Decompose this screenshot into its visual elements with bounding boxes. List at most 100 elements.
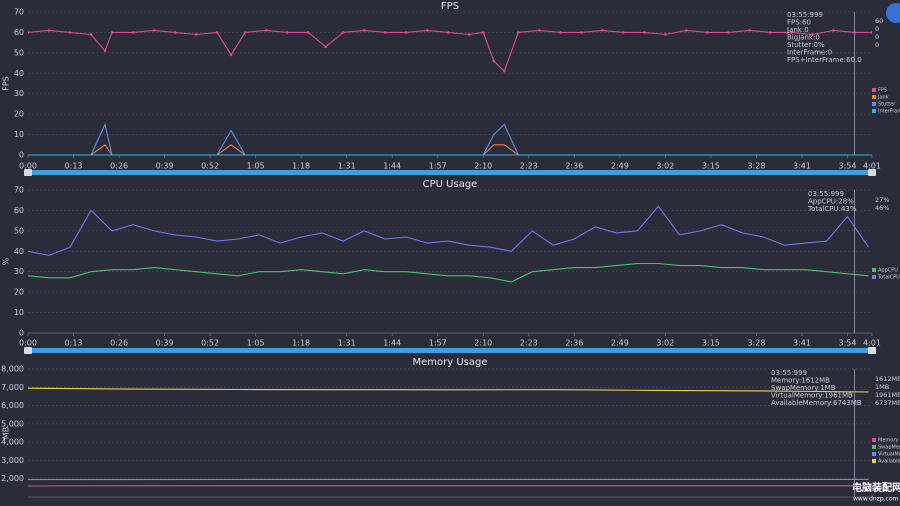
point xyxy=(769,31,772,34)
slider-handle[interactable] xyxy=(24,169,32,176)
plot xyxy=(28,29,872,156)
x-tick-label: 0:13 xyxy=(65,339,83,348)
point xyxy=(538,29,541,32)
legend-swatch xyxy=(872,109,876,113)
series-line xyxy=(28,262,869,283)
slider-track[interactable] xyxy=(28,170,872,175)
x-tick-label: 2:23 xyxy=(520,339,538,348)
tooltip-text: FPS+InterFrame:60.0 xyxy=(787,56,862,64)
readout-value: 27% xyxy=(875,196,889,204)
slider-handle[interactable] xyxy=(868,347,876,354)
corner-button[interactable] xyxy=(886,3,900,23)
point xyxy=(832,29,835,32)
x-tick-label: 3:54 xyxy=(839,339,857,348)
x-tick-label: 2:10 xyxy=(474,162,492,171)
readout-value: 1961MB xyxy=(875,391,900,399)
point xyxy=(811,33,814,36)
x-tick-label: 2:49 xyxy=(611,162,629,171)
readout-value: 0 xyxy=(875,33,879,41)
y-tick-label: 2,000 xyxy=(1,474,24,483)
y-tick-label: 10 xyxy=(14,130,24,139)
point xyxy=(516,31,520,34)
tooltip-text: AvailableMemory:6743MB xyxy=(771,399,862,407)
point xyxy=(601,29,604,32)
y-tick-label: 5,000 xyxy=(1,419,24,428)
watermark: 电脑装配网 xyxy=(852,481,900,494)
point xyxy=(502,69,506,73)
point xyxy=(748,29,751,32)
y-tick-label: 7,000 xyxy=(1,383,24,392)
slider-1[interactable] xyxy=(24,169,876,176)
point xyxy=(264,29,268,32)
point xyxy=(89,33,93,36)
chart-title: Memory Usage xyxy=(412,357,487,368)
readout-value: 1612MB xyxy=(875,375,900,383)
legend-swatch xyxy=(872,438,876,442)
y-tick-label: 6,000 xyxy=(1,401,24,410)
point xyxy=(215,31,219,34)
point xyxy=(706,31,709,34)
slider-track[interactable] xyxy=(28,348,872,353)
point xyxy=(467,33,471,36)
y-tick-label: 20 xyxy=(14,110,24,119)
y-tick-label: 20 xyxy=(14,288,24,297)
x-tick-label: 1:18 xyxy=(292,339,310,348)
y-tick-label: 3,000 xyxy=(1,456,24,465)
tooltip-text: 03:55:999 xyxy=(787,11,823,19)
point xyxy=(481,31,485,34)
y-axis-title: % xyxy=(2,257,11,265)
tooltip-text: SwapMemory:1MB xyxy=(771,384,836,392)
point xyxy=(229,53,233,57)
point xyxy=(47,29,51,32)
slider-handle[interactable] xyxy=(868,169,876,176)
x-tick-label: 3:02 xyxy=(656,339,674,348)
x-tick-label: 4:01 xyxy=(863,162,881,171)
chart: Memory Usage MB 2,000 3,000 4,000 5,000 6,000 7… xyxy=(1,357,900,498)
x-tick-label: 0:39 xyxy=(156,162,174,171)
point xyxy=(285,31,289,34)
x-tick-label: 1:05 xyxy=(247,339,265,348)
legend-swatch xyxy=(872,268,876,272)
x-tick-label: 1:44 xyxy=(383,162,401,171)
plot xyxy=(28,205,869,283)
slider-2[interactable] xyxy=(24,347,876,354)
x-tick-label: 2:36 xyxy=(565,162,583,171)
tooltip-text: 03:55:999 xyxy=(771,369,807,377)
point xyxy=(622,31,625,34)
slider-handle[interactable] xyxy=(24,347,32,354)
readout-value: 0 xyxy=(875,41,879,49)
legend-label: SwapMemory xyxy=(878,445,900,451)
y-axis-title: FPS xyxy=(2,76,11,91)
x-tick-label: 3:15 xyxy=(702,339,720,348)
point xyxy=(870,31,872,34)
y-tick-label: 50 xyxy=(14,226,24,235)
x-tick-label: 3:41 xyxy=(793,162,811,171)
watermark-url: www.dnzp.com xyxy=(853,496,899,503)
point xyxy=(324,45,327,49)
x-tick-label: 3:15 xyxy=(702,162,720,171)
point xyxy=(103,49,107,53)
chart-title: FPS xyxy=(441,1,459,12)
x-tick-label: 0:26 xyxy=(110,339,128,348)
y-tick-label: 8,000 xyxy=(1,365,24,374)
y-tick-label: 70 xyxy=(14,186,24,195)
x-tick-label: 1:44 xyxy=(383,339,401,348)
x-tick-label: 3:28 xyxy=(747,162,765,171)
point xyxy=(425,29,429,32)
y-tick-label: 70 xyxy=(14,8,24,17)
legend-label: VirtualMemory xyxy=(878,452,900,458)
legend-label: AppCPU xyxy=(878,268,898,274)
x-tick-label: 2:23 xyxy=(520,162,538,171)
y-tick-label: 50 xyxy=(14,48,24,57)
y-tick-label: 10 xyxy=(14,308,24,317)
point xyxy=(404,31,408,34)
chart-title: CPU Usage xyxy=(423,179,478,190)
series-line xyxy=(28,387,869,393)
x-tick-label: 2:10 xyxy=(474,339,492,348)
tooltip-text: Stutter:0% xyxy=(787,41,825,49)
y-tick-label: 30 xyxy=(14,267,24,276)
point xyxy=(580,31,583,34)
tooltip-text: Jank:0 xyxy=(786,26,809,34)
y-tick-label: 40 xyxy=(14,69,24,78)
